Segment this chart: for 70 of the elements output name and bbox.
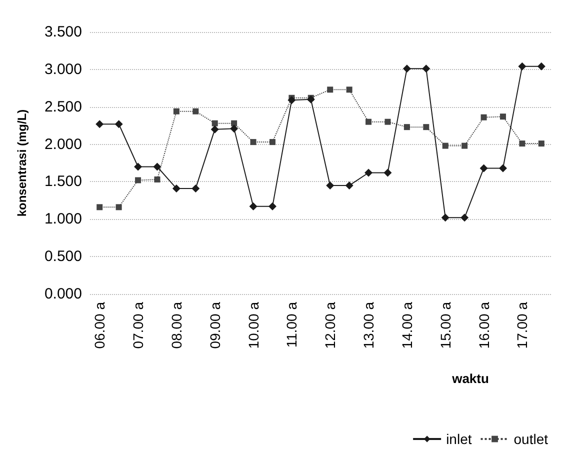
point (153, 162, 162, 171)
y-axis-title: konsentrasi (mg/L) (15, 109, 29, 217)
point (384, 168, 392, 177)
point (537, 62, 546, 70)
point (116, 204, 122, 210)
y-tick-label: 2.000 (44, 136, 82, 153)
point (345, 181, 354, 190)
point (288, 96, 296, 104)
x-axis-title: waktu (451, 371, 489, 386)
point (538, 140, 544, 147)
point (250, 139, 256, 146)
x-tick-label: 06.00 a (92, 302, 108, 349)
x-tick-label: 07.00 a (130, 302, 146, 349)
point (402, 64, 411, 73)
point (249, 202, 258, 210)
point (346, 86, 352, 93)
y-tick-label: 1.000 (44, 210, 82, 228)
point (96, 204, 103, 210)
legend-label: inlet (446, 431, 472, 447)
y-tick-label: 1.500 (44, 173, 82, 190)
y-tick-label: 0.000 (44, 286, 82, 302)
y-tick-label: 0.500 (44, 248, 82, 266)
point (518, 62, 526, 70)
point (210, 125, 219, 134)
legend-label: outlet (514, 431, 548, 447)
y-tick-label: 3.500 (44, 24, 82, 40)
point (384, 118, 391, 125)
y-tick-label: 3.000 (44, 60, 82, 78)
point (269, 139, 276, 146)
point (327, 86, 334, 93)
x-tick-label: 08.00 a (168, 302, 184, 349)
point (422, 64, 430, 73)
point (366, 118, 372, 125)
point (480, 114, 487, 120)
point (500, 114, 506, 120)
x-tick-label: 12.00 a (322, 302, 338, 349)
point (306, 95, 315, 104)
x-tick-label: 10.00 a (245, 302, 262, 349)
point (480, 164, 488, 172)
point (154, 176, 160, 182)
point (326, 181, 334, 190)
point (96, 120, 104, 128)
point (462, 142, 468, 149)
point (423, 124, 430, 130)
point (404, 124, 410, 130)
point (364, 168, 373, 177)
point (442, 142, 448, 149)
point (268, 202, 276, 210)
point (231, 120, 238, 126)
point (173, 108, 180, 114)
point (212, 120, 218, 126)
point (172, 184, 180, 192)
point (192, 184, 200, 192)
x-tick-label: 11.00 a (284, 302, 300, 348)
point (230, 124, 238, 133)
x-tick-label: 13.00 a (360, 302, 377, 349)
x-tick-label: 16.00 a (476, 302, 492, 349)
y-tick-label: 2.500 (44, 98, 82, 116)
x-tick-label: 09.00 a (206, 302, 223, 349)
point (114, 120, 123, 128)
point (519, 140, 526, 147)
x-tick-label: 15.00 a (437, 302, 454, 349)
point (134, 162, 142, 171)
point (460, 214, 469, 222)
point (498, 164, 507, 172)
point (135, 177, 142, 184)
x-tick-label: 14.00 a (398, 302, 415, 349)
x-tick-label: 17.00 a (514, 302, 530, 349)
point (192, 108, 199, 114)
point (441, 214, 450, 222)
